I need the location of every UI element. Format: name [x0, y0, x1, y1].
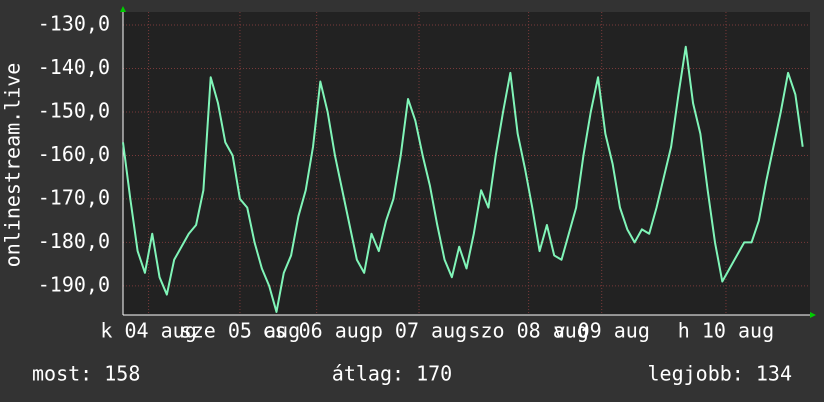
- y-tick-label: -170,0: [38, 185, 110, 209]
- x-tick-label: h 10 aug: [678, 319, 774, 343]
- plot-area: [123, 12, 810, 315]
- stat-average: átlag: 170: [332, 362, 452, 386]
- x-axis-arrow: [810, 312, 816, 318]
- x-tick-label: k 04 aug: [100, 319, 196, 343]
- y-tick-label: -160,0: [38, 142, 110, 166]
- y-tick-label: -190,0: [38, 272, 110, 296]
- y-tick-label: -140,0: [38, 55, 110, 79]
- y-tick-label: -130,0: [38, 12, 110, 36]
- x-tick-label: v 09 aug: [554, 319, 650, 343]
- y-tick-label: -180,0: [38, 229, 110, 253]
- stat-best: legjobb: 134: [648, 362, 793, 386]
- y-tick-label: -150,0: [38, 98, 110, 122]
- data-line: [122, 45, 804, 313]
- x-tick-label: cs 06 aug: [262, 319, 370, 343]
- y-axis-arrow: [120, 6, 126, 12]
- x-tick-label: p 07 aug: [371, 319, 467, 343]
- x-tick-label: szo 08 aug: [468, 319, 588, 343]
- x-tick-label: sze 05 aug: [180, 319, 300, 343]
- y-axis-label: onlinestream.live: [1, 63, 25, 268]
- stat-now: most: 158: [32, 362, 140, 386]
